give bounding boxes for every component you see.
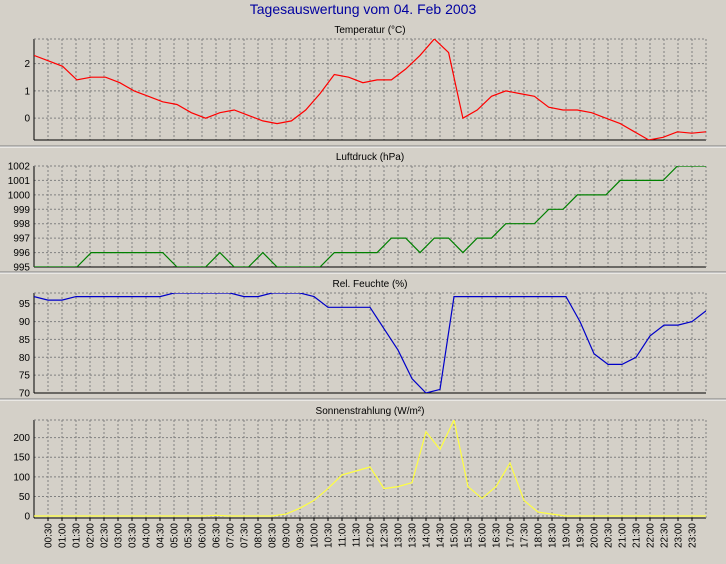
x-tick-label: 20:30 <box>604 523 615 548</box>
x-tick-label: 18:30 <box>548 523 559 548</box>
x-tick-label: 08:00 <box>254 523 265 548</box>
series-line <box>34 166 706 267</box>
y-tick-label: 95 <box>19 299 31 310</box>
x-tick-label: 13:30 <box>408 523 419 548</box>
series-line <box>34 293 706 393</box>
x-tick-label: 01:30 <box>72 523 83 548</box>
panel-title: Luftdruck (hPa) <box>336 152 404 163</box>
y-tick-label: 90 <box>19 317 31 328</box>
x-tick-label: 06:30 <box>212 523 223 548</box>
x-tick-label: 20:00 <box>590 523 601 548</box>
x-tick-label: 02:30 <box>100 523 111 548</box>
x-tick-label: 23:00 <box>674 523 685 548</box>
y-tick-label: 200 <box>13 433 30 444</box>
y-tick-label: 999 <box>13 205 30 216</box>
x-tick-label: 22:30 <box>660 523 671 548</box>
y-tick-label: 2 <box>24 59 30 70</box>
x-tick-label: 03:30 <box>128 523 139 548</box>
x-tick-label: 15:30 <box>464 523 475 548</box>
chart-title: Tagesauswertung vom 04. Feb 2003 <box>249 1 477 17</box>
x-tick-label: 17:30 <box>520 523 531 548</box>
y-tick-label: 75 <box>19 371 31 382</box>
y-tick-label: 1002 <box>8 162 31 173</box>
x-tick-label: 14:00 <box>422 523 433 548</box>
x-tick-label: 16:30 <box>492 523 503 548</box>
y-tick-label: 150 <box>13 453 30 464</box>
x-tick-label: 19:00 <box>562 523 573 548</box>
x-tick-label: 21:00 <box>618 523 629 548</box>
x-tick-label: 09:00 <box>282 523 293 548</box>
x-tick-label: 23:30 <box>688 523 699 548</box>
x-tick-label: 07:00 <box>226 523 237 548</box>
x-tick-label: 11:00 <box>338 523 349 548</box>
y-tick-label: 1001 <box>8 176 31 187</box>
x-tick-label: 08:30 <box>268 523 279 548</box>
y-tick-label: 0 <box>24 114 30 125</box>
x-tick-label: 17:00 <box>506 523 517 548</box>
x-tick-label: 04:00 <box>142 523 153 548</box>
y-tick-label: 80 <box>19 353 31 364</box>
x-tick-label: 19:30 <box>576 523 587 548</box>
panel-title: Rel. Feuchte (%) <box>332 279 407 290</box>
panel-title: Sonnenstrahlung (W/m²) <box>316 406 425 417</box>
y-tick-label: 100 <box>13 472 30 483</box>
y-tick-label: 998 <box>13 219 30 230</box>
x-tick-label: 04:30 <box>156 523 167 548</box>
x-tick-label: 14:30 <box>436 523 447 548</box>
x-tick-label: 11:30 <box>352 523 363 548</box>
x-tick-label: 03:00 <box>114 523 125 548</box>
y-tick-label: 1000 <box>8 190 31 201</box>
y-tick-label: 996 <box>13 248 30 259</box>
x-tick-label: 10:00 <box>310 523 321 548</box>
x-tick-label: 22:00 <box>646 523 657 548</box>
y-tick-label: 995 <box>13 263 30 274</box>
panel-title: Temperatur (°C) <box>334 25 405 36</box>
x-tick-label: 02:00 <box>86 523 97 548</box>
series-line <box>34 39 706 140</box>
x-tick-label: 18:00 <box>534 523 545 548</box>
x-tick-label: 09:30 <box>296 523 307 548</box>
y-tick-label: 50 <box>19 492 31 503</box>
series-line <box>34 420 706 517</box>
x-tick-label: 06:00 <box>198 523 209 548</box>
x-tick-label: 01:00 <box>58 523 69 548</box>
y-tick-label: 1 <box>24 86 30 97</box>
x-tick-label: 07:30 <box>240 523 251 548</box>
x-tick-label: 12:30 <box>380 523 391 548</box>
x-tick-label: 15:00 <box>450 523 461 548</box>
y-tick-label: 997 <box>13 234 30 245</box>
y-tick-label: 70 <box>19 389 31 400</box>
x-tick-label: 05:30 <box>184 523 195 548</box>
y-tick-label: 0 <box>24 512 30 523</box>
x-tick-label: 21:30 <box>632 523 643 548</box>
x-tick-label: 16:00 <box>478 523 489 548</box>
y-tick-label: 85 <box>19 335 31 346</box>
x-tick-label: 13:00 <box>394 523 405 548</box>
x-tick-label: 00:30 <box>44 523 55 548</box>
x-tick-label: 10:30 <box>324 523 335 548</box>
x-tick-label: 12:00 <box>366 523 377 548</box>
x-tick-label: 05:00 <box>170 523 181 548</box>
